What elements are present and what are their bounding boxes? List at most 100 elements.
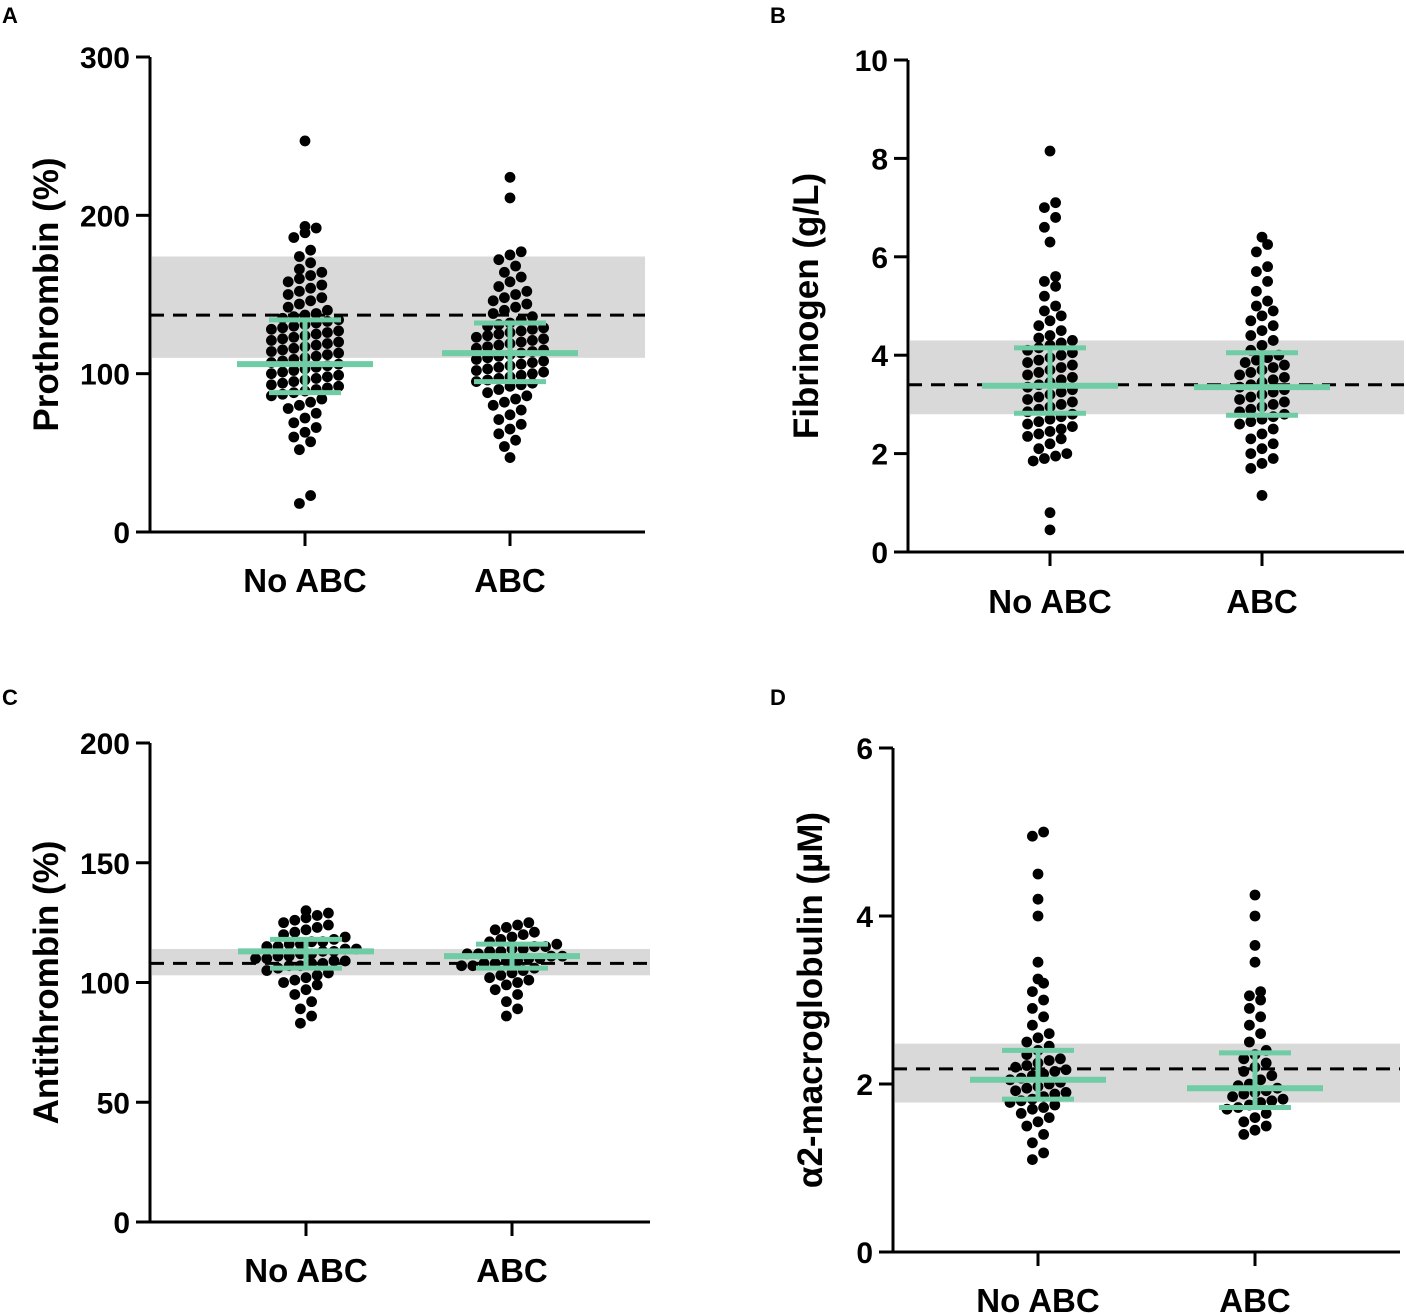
summary-bar-no-abc [237,317,373,396]
data-point [277,344,288,356]
data-point [1055,310,1067,322]
data-point [250,953,261,964]
y-tick-label: 200 [80,200,130,233]
data-point [1022,369,1033,381]
y-tick-label: 6 [871,242,888,275]
data-point [1043,1028,1055,1039]
data-point [1251,246,1262,258]
data-point [1032,956,1044,968]
data-point [1021,1060,1033,1071]
data-point [1044,315,1056,327]
data-point [322,338,333,349]
data-point [294,273,305,285]
data-point [1033,428,1045,440]
data-point [1244,1036,1255,1048]
data-point [305,244,316,256]
data-point [1267,305,1279,317]
data-point [299,426,311,438]
data-point [501,979,512,991]
data-point [1262,261,1273,273]
data-point [1044,524,1056,536]
data-point [1244,990,1255,1002]
y-tick-label: 0 [113,1207,130,1240]
data-point [1055,374,1067,386]
data-point [512,989,523,1000]
data-point [501,996,512,1008]
data-point [512,977,523,988]
data-point [1279,359,1290,371]
y-tick-label: 50 [97,1087,130,1120]
data-point [1044,330,1056,341]
data-point [1256,428,1268,440]
data-point [316,292,328,304]
data-point [1033,443,1045,455]
data-point [1279,396,1290,408]
data-point [1249,889,1261,901]
data-point [515,369,527,381]
data-point [310,339,322,351]
data-point [1234,394,1245,405]
data-point [521,390,533,402]
y-tick-label: 4 [871,340,888,373]
data-point [1262,295,1273,307]
data-point [294,444,305,456]
data-point [1249,910,1261,922]
y-tick-label: 4 [856,901,873,934]
data-point [1249,1112,1261,1123]
data-point [1010,1085,1021,1097]
data-point [333,347,344,359]
data-point [1255,1074,1266,1086]
data-point [527,335,538,346]
data-point [289,926,301,938]
data-point [1067,359,1078,371]
data-point [1245,416,1257,428]
data-point [1027,1019,1038,1031]
data-point [1027,455,1039,467]
data-point [1256,325,1268,336]
data-point [538,366,549,378]
data-point [501,922,512,933]
data-point [278,977,289,988]
data-point [1262,276,1273,287]
summary-bar-abc [444,941,580,971]
data-point [1039,221,1050,233]
data-point [529,926,540,938]
data-point [310,373,322,384]
data-point [1279,371,1290,383]
data-point [1267,399,1279,410]
data-point [493,414,505,425]
data-point [316,279,328,291]
data-point [1255,994,1266,1006]
data-point [1050,280,1061,292]
data-point [1027,1003,1038,1014]
data-point [493,361,505,373]
data-point [289,974,301,986]
data-point [1277,1093,1289,1105]
data-point [1021,1036,1033,1048]
data-point [1234,418,1245,430]
data-point [1256,458,1268,469]
data-point [289,989,301,1000]
data-point [515,271,527,283]
data-point [504,452,516,463]
data-point [323,907,334,919]
data-point [300,905,312,917]
data-point [278,917,289,929]
data-point [1033,320,1045,332]
data-point [261,965,273,976]
data-point [1055,399,1067,410]
data-point [482,341,493,353]
data-point [527,357,538,368]
data-point [1067,396,1078,408]
data-point [277,333,288,345]
data-point [1266,1070,1278,1081]
summary-bar-abc [442,320,578,385]
data-point [1038,1068,1049,1080]
data-point [1027,1103,1038,1115]
data-point [515,246,527,258]
panel-label: A [2,3,18,28]
data-point [1239,357,1251,368]
data-point [1032,973,1044,985]
data-point [1260,1108,1272,1119]
data-point [266,335,277,346]
